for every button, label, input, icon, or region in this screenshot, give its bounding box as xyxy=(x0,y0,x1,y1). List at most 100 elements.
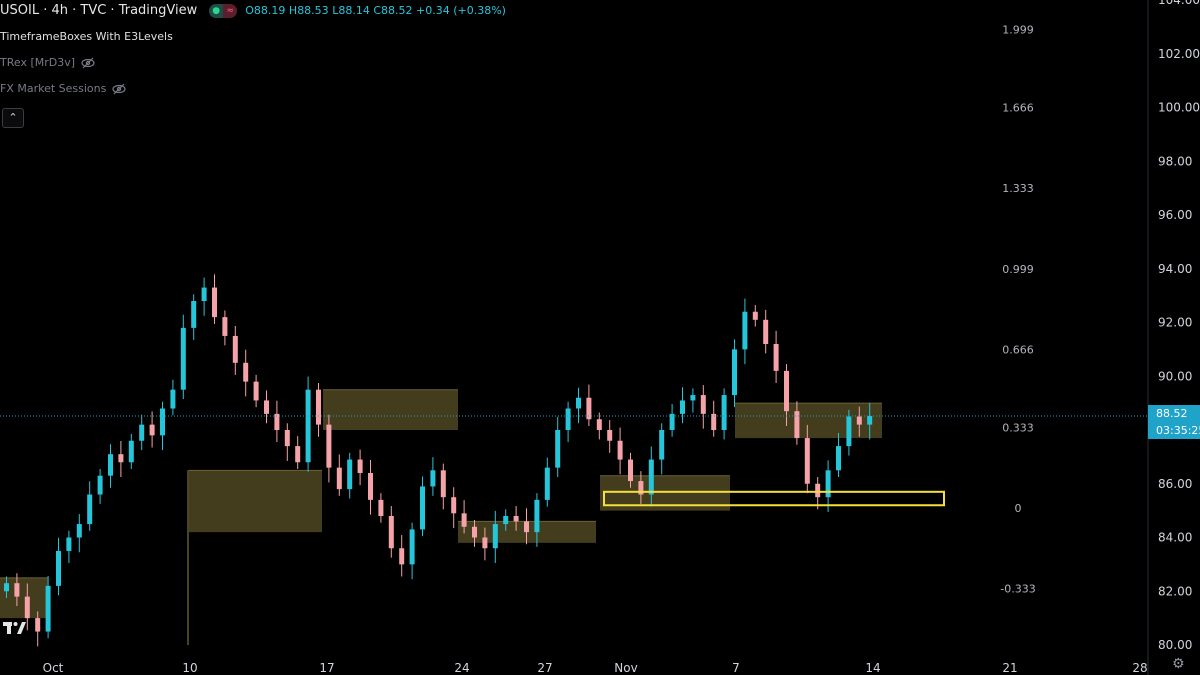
indicator-label[interactable]: TRex [MrD3v] xyxy=(0,56,76,69)
candle-body xyxy=(503,516,509,525)
candle-body xyxy=(492,524,498,549)
current-price-label: 88.52 xyxy=(1148,405,1200,422)
candle-body xyxy=(212,287,217,318)
candle-body xyxy=(201,287,207,301)
price-tick-label: 98.00 xyxy=(1158,154,1192,168)
candle-body xyxy=(846,416,852,447)
candle-body xyxy=(721,395,727,430)
indicator-label[interactable]: FX Market Sessions xyxy=(0,82,107,95)
candle-body xyxy=(607,430,613,441)
candle-body xyxy=(555,430,561,468)
level-label: 1.333 xyxy=(1002,182,1034,195)
candle-body xyxy=(461,513,467,527)
candle-body xyxy=(118,454,124,463)
candle-body xyxy=(742,311,748,350)
market-status-pill[interactable]: ● ≈ xyxy=(209,3,238,18)
timeframe-box xyxy=(323,389,458,430)
candle-body xyxy=(160,408,165,436)
chevron-up-icon[interactable]: ⌃ xyxy=(2,108,24,128)
tradingview-logo-icon[interactable] xyxy=(2,618,26,638)
time-tick-label: 28 xyxy=(1132,661,1147,675)
indicator-label[interactable]: TimeframeBoxes With E3Levels xyxy=(0,30,173,43)
candle-body xyxy=(326,424,332,468)
price-tick-label: 82.00 xyxy=(1158,584,1192,598)
price-axis: 104.00 102.00 100.00 98.00 96.00 94.00 92.00 90… xyxy=(1158,0,1200,652)
candle-body xyxy=(316,389,321,425)
candlestick-series xyxy=(4,274,873,647)
wave-icon: ≈ xyxy=(223,3,238,18)
candle-body xyxy=(472,526,477,538)
candle-body xyxy=(14,583,20,597)
ohlc-values: O88.19 H88.53 L88.14 C88.52 +0.34 (+0.38… xyxy=(245,4,506,17)
candle-body xyxy=(305,389,311,463)
candle-body xyxy=(534,499,540,533)
price-tick-label: 96.00 xyxy=(1158,208,1192,222)
candle-body xyxy=(409,529,415,565)
candle-body xyxy=(732,349,737,396)
candle-body xyxy=(336,467,342,490)
candle-body xyxy=(524,521,529,533)
candle-body xyxy=(378,499,384,516)
candle-body xyxy=(253,381,259,401)
indicator-row-2[interactable]: FX Market Sessions xyxy=(0,82,126,95)
candle-body xyxy=(430,470,436,487)
level-label: 0 xyxy=(1015,502,1022,515)
candle-body xyxy=(56,550,61,586)
candle-body xyxy=(482,537,488,549)
symbol-legend[interactable]: USOIL · 4h · TVC · TradingView ● ≈ O88.19… xyxy=(0,3,506,18)
eye-hidden-icon[interactable] xyxy=(112,83,126,95)
candle-body xyxy=(139,424,145,441)
candle-body xyxy=(388,516,394,549)
candle-body xyxy=(617,440,623,460)
candle-body xyxy=(420,486,425,530)
candle-body xyxy=(180,327,186,390)
candle-body xyxy=(87,494,93,525)
symbol-title[interactable]: USOIL · 4h · TVC · TradingView xyxy=(0,3,198,18)
price-tick-label: 100.00 xyxy=(1158,101,1200,115)
candle-body xyxy=(191,301,197,328)
candle-body xyxy=(669,413,675,430)
candle-body xyxy=(66,537,72,551)
candle-body xyxy=(804,438,810,484)
gear-icon[interactable]: ⚙ xyxy=(1172,656,1185,672)
candle-body xyxy=(284,430,290,447)
candle-body xyxy=(149,424,155,436)
highlight-zone xyxy=(603,490,945,507)
price-tick-label: 92.00 xyxy=(1158,316,1192,330)
price-tick-label: 86.00 xyxy=(1158,477,1192,491)
candle-body xyxy=(752,311,758,320)
eye-hidden-icon[interactable] xyxy=(81,57,95,69)
indicator-row-0[interactable]: TimeframeBoxes With E3Levels xyxy=(0,30,173,43)
market-open-icon: ● xyxy=(209,3,224,18)
time-tick-label: 21 xyxy=(1002,661,1017,675)
level-label: 0.999 xyxy=(1002,263,1034,276)
level-label: 0.333 xyxy=(1002,421,1034,434)
candle-body xyxy=(586,397,592,420)
timeframe-box xyxy=(188,470,322,533)
price-tick-label: 104.00 xyxy=(1158,0,1200,7)
level-label: -0.333 xyxy=(1000,583,1035,596)
candle-body xyxy=(784,370,789,412)
price-tick-label: 80.00 xyxy=(1158,638,1192,652)
candle-body xyxy=(232,335,238,363)
candle-body xyxy=(108,454,113,476)
level-label: 0.666 xyxy=(1002,343,1034,356)
candle-body xyxy=(4,583,9,592)
candle-body xyxy=(513,516,519,522)
candle-body xyxy=(773,344,779,371)
bar-countdown: 03:35:25 xyxy=(1148,422,1200,439)
candle-body xyxy=(45,585,51,632)
candle-body xyxy=(867,416,873,425)
candle-body xyxy=(440,470,446,498)
timeframe-boxes xyxy=(0,389,882,645)
time-tick-label: Oct xyxy=(43,661,64,675)
candle-body xyxy=(763,319,769,344)
indicator-row-1[interactable]: TRex [MrD3v] xyxy=(0,56,95,69)
price-tick-label: 94.00 xyxy=(1158,262,1192,276)
candle-body xyxy=(711,413,717,430)
candle-body xyxy=(76,524,82,538)
time-tick-label: 14 xyxy=(865,661,880,675)
candle-body xyxy=(357,459,363,473)
candle-body xyxy=(451,497,457,514)
